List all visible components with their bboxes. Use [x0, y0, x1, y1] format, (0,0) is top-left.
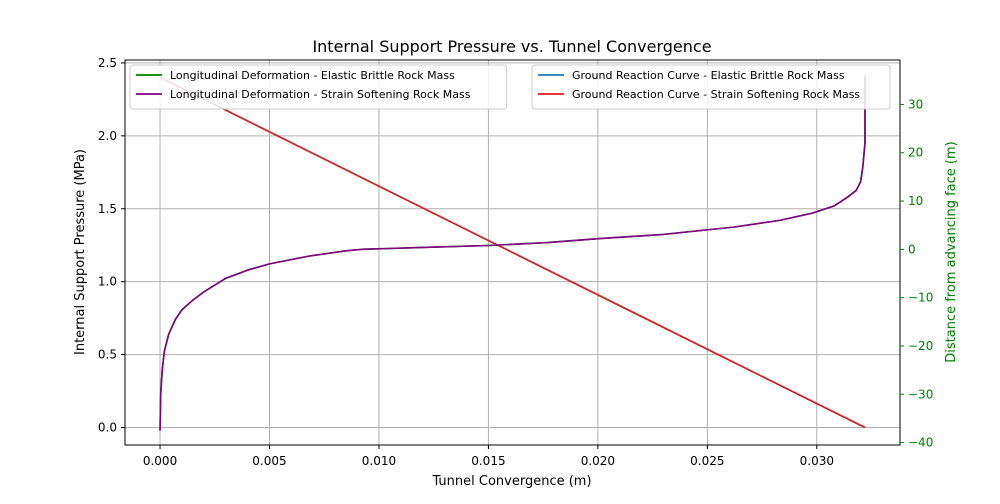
y2-tick-label: 30: [908, 97, 923, 111]
x-axis-label: Tunnel Convergence (m): [431, 474, 591, 489]
y2-tick-label: 10: [908, 194, 923, 208]
plot-frame: [124, 59, 901, 446]
x-tick-label: 0.020: [581, 454, 615, 468]
y-tick-label: 1.5: [98, 202, 117, 216]
x-tick-label: 0.010: [362, 454, 396, 468]
y-tick-label: 2.5: [98, 56, 117, 70]
y2-tick-label: −20: [908, 339, 933, 353]
y-tick-label: 1.0: [98, 275, 117, 289]
y-axis-ticks: 0.0 0.5 1.0 1.5 2.0 2.5: [98, 56, 125, 435]
legend-box: [129, 64, 508, 110]
y-tick-label: 0.5: [98, 348, 117, 362]
y2-tick-label: −30: [908, 387, 933, 401]
y-axis-label: Internal Support Pressure (MPa): [73, 149, 88, 355]
x-axis-ticks: 0.000 0.005 0.010 0.015 0.020 0.025 0.030: [143, 445, 834, 468]
y2-tick-label: −10: [908, 291, 933, 305]
series-line-3: [159, 75, 866, 431]
y-tick-label: 2.0: [98, 129, 117, 143]
y2-axis-ticks: −40 −30 −20 −10 0 10 20 30: [900, 97, 933, 450]
x-tick-label: 0.000: [143, 454, 177, 468]
legend-box: [531, 64, 891, 110]
grid: [125, 60, 900, 445]
y2-tick-label: −40: [908, 436, 933, 450]
y2-axis-label: Distance from advancing face (m): [944, 141, 959, 363]
legend-label: Longitudinal Deformation - Elastic Britt…: [170, 69, 455, 82]
legend-label: Ground Reaction Curve - Elastic Brittle …: [572, 69, 845, 82]
x-tick-label: 0.025: [690, 454, 724, 468]
legend-left: Longitudinal Deformation - Elastic Britt…: [129, 64, 508, 110]
x-tick-label: 0.005: [252, 454, 286, 468]
y2-tick-label: 0: [908, 242, 916, 256]
y-tick-label: 0.0: [98, 421, 117, 435]
y2-tick-label: 20: [908, 146, 923, 160]
legend-label: Ground Reaction Curve - Strain Softening…: [572, 88, 860, 101]
legend-label: Longitudinal Deformation - Strain Soften…: [170, 88, 471, 101]
chart-title: Internal Support Pressure vs. Tunnel Con…: [312, 37, 711, 56]
x-tick-label: 0.030: [800, 454, 834, 468]
legend-right: Ground Reaction Curve - Elastic Brittle …: [531, 64, 891, 110]
series-line-1: [159, 76, 866, 429]
series-lines: [159, 75, 866, 431]
x-tick-label: 0.015: [471, 454, 505, 468]
